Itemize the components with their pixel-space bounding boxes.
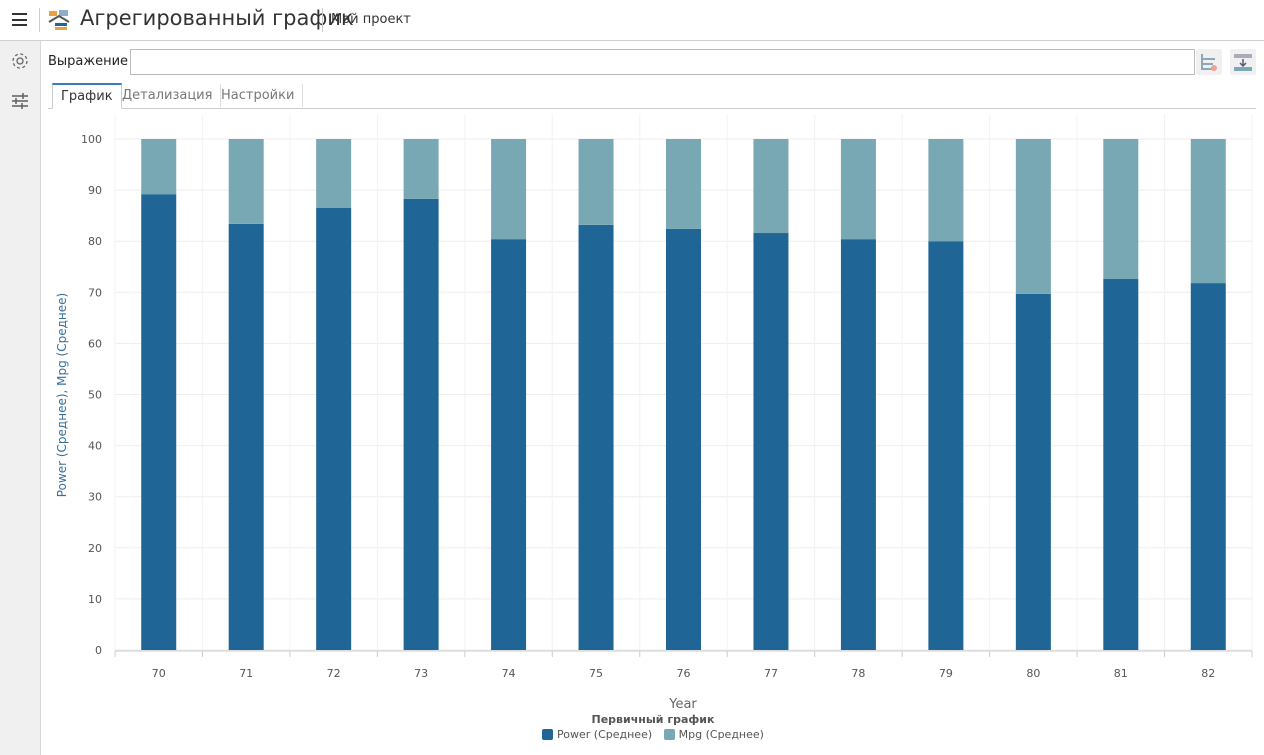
bar-mpg-82 [1190, 139, 1226, 284]
x-tick-label: 75 [589, 667, 603, 680]
x-tick-label: 77 [764, 667, 778, 680]
y-tick-label: 40 [88, 440, 102, 453]
bar-power-79 [928, 241, 964, 650]
expression-label: Выражение [48, 54, 129, 69]
y-tick-label: 10 [88, 593, 102, 606]
tab-details[interactable]: Детализация [114, 84, 222, 107]
bar-mpg-75 [578, 139, 614, 225]
bar-power-70 [141, 194, 177, 651]
menu-icon[interactable] [12, 13, 27, 26]
app-logo-icon [48, 10, 70, 30]
x-tick-label: 78 [851, 667, 865, 680]
tab-settings[interactable]: Настройки [213, 84, 304, 107]
x-tick-label: 81 [1114, 667, 1128, 680]
expression-input[interactable] [130, 49, 1195, 75]
x-tick-label: 70 [152, 667, 166, 680]
y-tick-label: 50 [88, 389, 102, 402]
divider [39, 8, 40, 32]
bar-mpg-70 [141, 139, 177, 195]
bar-power-82 [1190, 283, 1226, 650]
bar-mpg-73 [403, 139, 439, 199]
y-tick-label: 30 [88, 491, 102, 504]
bar-power-71 [228, 223, 264, 651]
y-tick-label: 80 [88, 235, 102, 248]
page-title: Агрегированный график [80, 6, 354, 30]
x-tick-label: 71 [239, 667, 253, 680]
bar-power-75 [578, 224, 614, 650]
x-axis-title: Year [668, 697, 697, 712]
bar-power-73 [403, 198, 439, 651]
x-tick-label: 74 [502, 667, 516, 680]
y-tick-label: 70 [88, 286, 102, 299]
bar-mpg-80 [1015, 139, 1051, 294]
legend-title: Первичный график [591, 713, 715, 726]
bar-mpg-76 [666, 139, 701, 229]
bar-power-78 [840, 239, 876, 650]
legend-item-power[interactable]: Power (Среднее) [542, 728, 652, 741]
bar-power-77 [753, 233, 789, 651]
y-tick-label: 0 [95, 644, 102, 657]
y-tick-label: 20 [88, 542, 102, 555]
bar-mpg-81 [1103, 139, 1139, 280]
hierarchy-icon [1201, 54, 1217, 71]
y-axis-title: Power (Среднее), Mpg (Среднее) [55, 293, 69, 497]
legend: Первичный график Power (Среднее) Mpg (Ср… [0, 713, 1264, 743]
x-tick-label: 82 [1201, 667, 1215, 680]
insert-row-icon [1234, 54, 1252, 71]
sidebar [0, 41, 41, 755]
bar-mpg-72 [316, 139, 352, 208]
sliders-icon[interactable] [10, 91, 30, 111]
bar-mpg-77 [753, 139, 789, 234]
x-tick-label: 79 [939, 667, 953, 680]
bar-mpg-74 [491, 139, 527, 240]
divider [322, 8, 323, 32]
bar-power-74 [491, 239, 527, 650]
legend-swatch [663, 729, 675, 740]
app-header: Агрегированный график Мой проект [0, 0, 1264, 41]
tab-chart[interactable]: График [52, 83, 122, 109]
y-tick-label: 100 [81, 133, 102, 146]
legend-label: Mpg (Среднее) [678, 728, 764, 741]
insert-row-button[interactable] [1230, 49, 1256, 75]
bar-mpg-78 [840, 139, 876, 240]
bar-power-81 [1103, 279, 1139, 650]
bar-power-80 [1015, 293, 1051, 650]
x-tick-label: 76 [677, 667, 691, 680]
tab-bar: График Детализация Настройки [48, 83, 1256, 109]
x-tick-label: 73 [414, 667, 428, 680]
y-tick-label: 90 [88, 184, 102, 197]
x-tick-label: 72 [327, 667, 341, 680]
gear-icon[interactable] [10, 51, 30, 71]
bar-power-72 [316, 207, 352, 651]
project-name[interactable]: Мой проект [331, 12, 411, 27]
legend-swatch [542, 729, 554, 740]
x-tick-label: 80 [1026, 667, 1040, 680]
y-tick-label: 60 [88, 337, 102, 350]
bar-mpg-71 [228, 139, 264, 224]
legend-label: Power (Среднее) [557, 728, 653, 741]
bar-mpg-79 [928, 139, 964, 242]
hierarchy-button[interactable] [1196, 49, 1222, 75]
bar-power-76 [666, 228, 701, 650]
legend-item-mpg[interactable]: Mpg (Среднее) [663, 728, 764, 741]
